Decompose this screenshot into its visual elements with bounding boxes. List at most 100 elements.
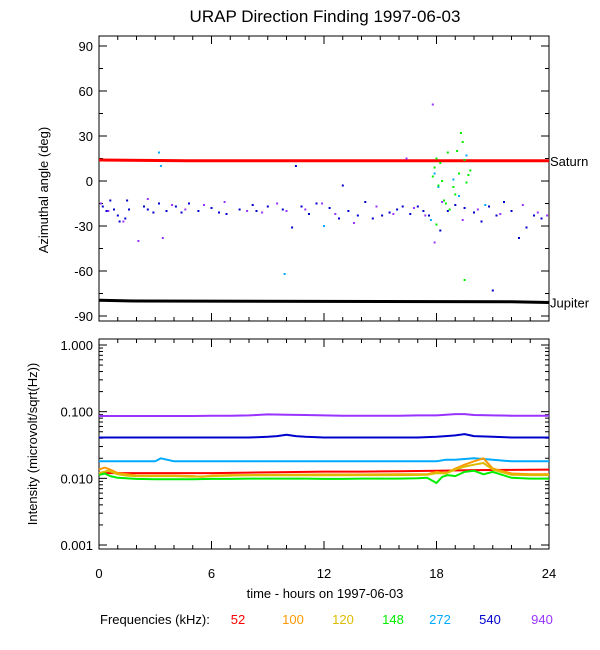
legend-item-120khz: 120 — [332, 612, 354, 627]
azimuth-point — [353, 222, 355, 224]
azimuth-point — [180, 211, 183, 214]
intensity-lines — [98, 413, 550, 484]
azimuth-point — [159, 165, 162, 167]
azimuth-point — [218, 211, 220, 214]
azimuth-point — [405, 157, 408, 160]
azimuth-point — [291, 226, 294, 229]
azimuth-point — [146, 208, 149, 211]
intensity-plot-frame — [98, 338, 550, 550]
azimuth-point — [266, 205, 269, 208]
azimuth-point — [321, 202, 324, 205]
azimuth-point — [99, 202, 102, 205]
intensity-line-148khz — [98, 469, 549, 484]
legend-item-940khz: 940 — [531, 612, 553, 627]
azimuth-point — [431, 103, 434, 106]
azimuth-point — [435, 223, 438, 226]
intensity-y-tick-label: 0.100 — [60, 405, 93, 420]
azimuth-points — [99, 103, 549, 292]
azimuth-point — [467, 174, 470, 176]
azimuth-point — [107, 210, 110, 212]
azimuth-point — [375, 205, 378, 208]
azimuth-point — [184, 208, 187, 211]
legend-items: 52 100 120 148 272 540 940 — [231, 612, 553, 627]
azimuth-point — [473, 211, 475, 214]
azimuth-point — [392, 213, 395, 215]
azimuth-point — [122, 220, 125, 223]
azimuth-point — [495, 214, 498, 217]
azimuth-point — [416, 205, 419, 208]
azimuth-y-axis: 90 60 30 0 -30 -60 -90 — [74, 39, 549, 324]
azimuth-point — [456, 150, 459, 152]
azimuth-point — [446, 151, 449, 154]
azimuth-point — [188, 202, 190, 205]
azimuth-point — [433, 172, 436, 175]
azimuth-point — [433, 166, 436, 169]
azimuth-y-axis-label: Azimuthal angle (deg) — [36, 127, 51, 253]
azimuth-point — [461, 219, 464, 221]
azimuth-point — [101, 205, 104, 208]
azimuth-point — [165, 210, 168, 212]
intensity-panel: 1.000 0.100 0.010 0.001 0 6 12 18 24 Intensity … — [25, 338, 556, 601]
azimuth-point — [459, 132, 462, 134]
legend-item-100khz: 100 — [282, 612, 304, 627]
azimuth-plot-frame — [98, 35, 550, 322]
azimuth-point — [476, 208, 479, 211]
azimuth-point — [435, 157, 438, 160]
azimuth-y-tick-label: 30 — [79, 129, 93, 144]
azimuth-point — [491, 289, 494, 292]
azimuth-point — [300, 205, 303, 208]
reference-lines: Saturn Jupiter — [98, 154, 590, 311]
azimuth-point — [381, 214, 384, 217]
azimuth-point — [536, 211, 539, 214]
frequency-legend: Frequencies (kHz): 52 100 120 148 272 540 940 — [100, 612, 553, 627]
azimuth-point — [143, 205, 145, 208]
azimuth-y-tick-label: 0 — [86, 174, 93, 189]
legend-label: Frequencies (kHz): — [100, 612, 210, 627]
azimuth-point — [334, 213, 337, 215]
intensity-line-120khz — [98, 462, 549, 478]
azimuth-point — [463, 207, 466, 209]
legend-item-272khz: 272 — [429, 612, 451, 627]
azimuth-point — [255, 210, 258, 212]
azimuth-point — [437, 186, 440, 188]
azimuth-point — [463, 279, 466, 281]
azimuth-point — [137, 240, 140, 242]
azimuth-point — [152, 211, 155, 214]
azimuth-point — [446, 210, 449, 212]
azimuth-point — [223, 201, 226, 203]
x-tick-label: 24 — [542, 566, 556, 581]
azimuth-point — [197, 210, 200, 212]
azimuth-point — [452, 178, 455, 181]
azimuth-y-tick-label: 60 — [79, 84, 93, 99]
azimuth-point — [294, 165, 297, 167]
azimuth-point — [158, 202, 160, 205]
azimuth-point — [225, 213, 228, 215]
azimuth-point — [283, 273, 286, 275]
intensity-line-540khz — [99, 433, 549, 439]
azimuth-point — [441, 180, 444, 182]
azimuth-point — [251, 204, 254, 206]
azimuth-point — [424, 214, 427, 217]
azimuth-y-tick-label: -60 — [74, 264, 93, 279]
x-axis-label: time - hours on 1997-06-03 — [247, 586, 404, 601]
azimuth-point — [439, 229, 442, 232]
azimuth-point — [525, 226, 528, 229]
azimuth-point — [356, 214, 359, 217]
azimuth-point — [461, 141, 464, 143]
azimuth-point — [281, 208, 284, 211]
azimuth-point — [433, 241, 436, 244]
reference-label-jupiter: Jupiter — [550, 296, 590, 311]
legend-item-52khz: 52 — [231, 612, 245, 627]
azimuth-point — [431, 175, 434, 178]
intensity-line-940khz — [99, 413, 549, 417]
azimuth-point — [540, 217, 543, 220]
reference-line-jupiter — [98, 298, 550, 304]
intensity-y-axis: 1.000 0.100 0.010 0.001 — [60, 338, 549, 553]
azimuth-point — [371, 217, 374, 220]
intensity-y-tick-label: 1.000 — [60, 338, 93, 353]
azimuth-point — [347, 210, 350, 212]
azimuth-point — [533, 214, 535, 217]
azimuth-point — [437, 184, 440, 187]
azimuth-point — [469, 169, 472, 172]
azimuth-point — [113, 208, 115, 211]
